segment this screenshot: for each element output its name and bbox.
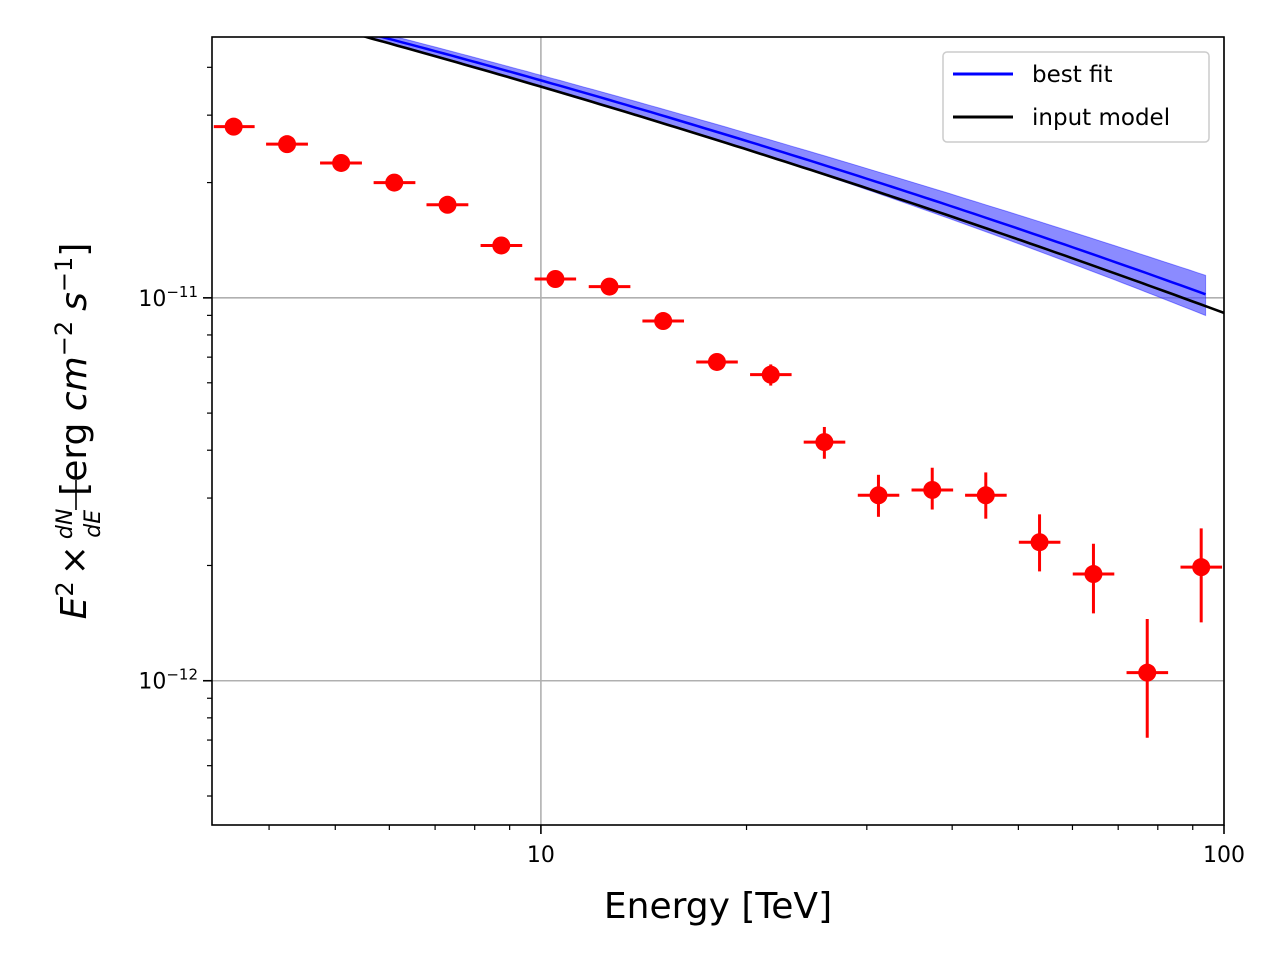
flux-point — [213, 117, 255, 136]
best-fit-line — [377, 37, 1207, 296]
input-model-line — [361, 37, 1224, 315]
y-tick-label-exp: −12 — [166, 666, 198, 684]
y-title-base: E — [54, 596, 95, 619]
legend: best fit input model — [942, 51, 1210, 143]
flux-point — [480, 236, 523, 255]
y-tick-label-base: 10 — [138, 287, 166, 312]
y-title-s-exp: −1 — [50, 257, 78, 292]
y-title-frac-den: dE — [81, 510, 106, 538]
y-title-s: s — [54, 292, 95, 311]
flux-point-marker — [1084, 565, 1103, 584]
flux-point — [911, 467, 954, 510]
flux-point-marker — [224, 117, 243, 136]
flux-point — [696, 352, 738, 371]
flux-point — [965, 472, 1007, 519]
minor-ticks — [207, 66, 1194, 830]
x-tick-labels: 10 100 — [527, 843, 1245, 868]
y-tick-label: 10−12 — [138, 666, 198, 695]
flux-point — [642, 312, 685, 331]
flux-point — [1126, 618, 1169, 738]
flux-point-marker — [438, 195, 457, 214]
x-axis-title: Energy [TeV] — [604, 886, 832, 927]
y-tick-label-exp: −11 — [166, 283, 198, 301]
y-title-unit-close: ] — [54, 243, 95, 257]
flux-point-marker — [923, 480, 942, 499]
x-tick-label: 100 — [1203, 843, 1245, 868]
flux-point — [426, 195, 469, 214]
flux-point — [588, 277, 631, 296]
flux-point-marker — [600, 277, 619, 296]
flux-point-marker — [492, 236, 511, 255]
flux-point-marker — [385, 173, 404, 192]
y-title-cm: cm — [54, 356, 95, 411]
flux-point-marker — [976, 486, 995, 505]
legend-label-input-model: input model — [1032, 105, 1170, 131]
flux-point-marker — [869, 486, 888, 505]
flux-point — [857, 474, 900, 517]
flux-point — [373, 173, 416, 192]
y-title-base-exp: 2 — [51, 581, 79, 596]
flux-point — [534, 270, 577, 289]
y-title-cm-exp: −2 — [50, 321, 78, 356]
major-ticks — [203, 297, 1225, 834]
x-tick-label: 10 — [527, 843, 555, 868]
y-tick-label-base: 10 — [138, 670, 166, 695]
legend-label-best-fit: best fit — [1032, 62, 1113, 88]
flux-point-marker — [332, 153, 351, 172]
y-title-unit-open: [erg — [54, 411, 95, 496]
flux-point — [1180, 528, 1223, 623]
flux-point-marker — [761, 365, 780, 384]
flux-point-marker — [815, 433, 834, 452]
flux-point — [266, 135, 308, 154]
y-axis-title: E2 × dN dE [erg cm−2 s−1] — [50, 243, 106, 620]
flux-point-marker — [1192, 558, 1211, 577]
plot-area — [212, 37, 1224, 825]
flux-point — [1072, 543, 1115, 614]
flux-point — [750, 364, 792, 386]
flux-points — [213, 117, 1223, 738]
flux-point-marker — [546, 270, 565, 289]
plot-frame — [211, 36, 1225, 826]
flux-point-marker — [1138, 663, 1157, 682]
flux-point — [803, 426, 846, 459]
y-title-times: × — [54, 545, 95, 575]
flux-point-marker — [654, 312, 673, 331]
flux-point-marker — [278, 135, 297, 154]
y-title-frac-num: dN — [53, 509, 78, 539]
flux-point-marker — [1030, 533, 1049, 552]
y-tick-label: 10−11 — [138, 283, 198, 312]
flux-point-marker — [707, 352, 726, 371]
flux-point — [1018, 514, 1061, 572]
flux-point — [320, 153, 362, 172]
